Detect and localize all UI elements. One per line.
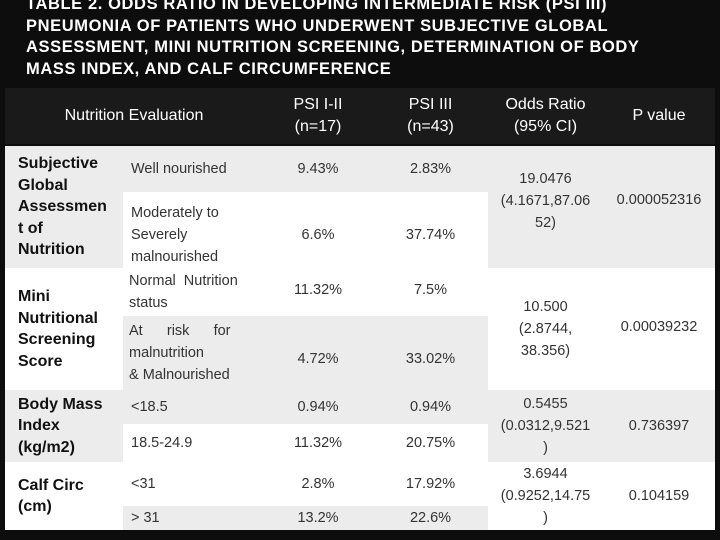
table-title: TABLE 2. ODDS RATIO IN DEVELOPING INTERM… (26, 0, 716, 80)
mns-row2-category: At risk for malnutrition & Malnourished (123, 316, 263, 390)
title-line: TABLE 2. ODDS RATIO IN DEVELOPING INTERM… (26, 0, 608, 13)
bmi-odds-ratio: 0.5455 (0.0312,9.521 ) (488, 390, 603, 462)
header-psi-1-2: PSI I-II (n=17) (293, 96, 343, 135)
calf-p-value: 0.104159 (603, 462, 715, 530)
title-line: ASSESSMENT, MINI NUTRITION SCREENING, DE… (26, 38, 640, 56)
group-label-mns: Mini Nutritional Screening Score (5, 268, 123, 390)
header-p-value: P value (632, 107, 686, 124)
sga-row1-category: Well nourished (123, 146, 263, 192)
sga-row2-psi12: 6.6% (263, 192, 373, 268)
calf-row2-psi12: 13.2% (263, 506, 373, 530)
group-label-bmi: Body Mass Index (kg/m2) (5, 390, 123, 462)
group-label-calf: Calf Circ (cm) (5, 462, 123, 530)
header-odds-ratio: Odds Ratio (95% CI) (505, 96, 586, 135)
mns-row2-psi3: 33.02% (373, 316, 488, 390)
sga-row1-psi12: 9.43% (263, 146, 373, 192)
sga-p-value: 0.000052316 (603, 146, 715, 268)
sga-row1-psi3: 2.83% (373, 146, 488, 192)
bmi-p-value: 0.736397 (603, 390, 715, 462)
sga-row2-psi3: 37.74% (373, 192, 488, 268)
title-line: MASS INDEX, AND CALF CIRCUMFERENCE (26, 59, 392, 78)
bmi-row1-psi12: 0.94% (263, 390, 373, 424)
calf-row2-category: > 31 (123, 506, 263, 530)
header-nutrition-evaluation: Nutrition Evaluation (64, 107, 204, 124)
bmi-row2-psi12: 11.32% (263, 424, 373, 462)
calf-row1-category: <31 (123, 462, 263, 506)
title-line: PNEUMONIA OF PATIENTS WHO UNDERWENT SUBJ… (26, 16, 609, 35)
calf-row2-psi3: 22.6% (373, 506, 488, 530)
bmi-row1-category: <18.5 (123, 390, 263, 424)
mns-odds-ratio: 10.500 (2.8744, 38.356) (488, 268, 603, 390)
sga-odds-ratio: 19.0476 (4.1671,87.06 52) (488, 146, 603, 268)
group-label-sga: Subjective Global Assessmen t of Nutriti… (5, 146, 123, 268)
calf-row1-psi3: 17.92% (373, 462, 488, 506)
bmi-row1-psi3: 0.94% (373, 390, 488, 424)
calf-row1-psi12: 2.8% (263, 462, 373, 506)
calf-odds-ratio: 3.6944 (0.9252,14.75 ) (488, 462, 603, 530)
mns-p-value: 0.00039232 (603, 268, 715, 390)
header-psi-3: PSI III (n=43) (407, 96, 454, 135)
mns-row2-psi12: 4.72% (263, 316, 373, 390)
sga-row2-category: Moderately to Severely malnourished (123, 192, 263, 268)
mns-row1-psi3: 7.5% (373, 268, 488, 316)
mns-row1-category: Normal Nutrition status (123, 268, 263, 316)
mns-row1-psi12: 11.32% (263, 268, 373, 316)
bmi-row2-category: 18.5-24.9 (123, 424, 263, 462)
bmi-row2-psi3: 20.75% (373, 424, 488, 462)
header-row (5, 88, 715, 144)
